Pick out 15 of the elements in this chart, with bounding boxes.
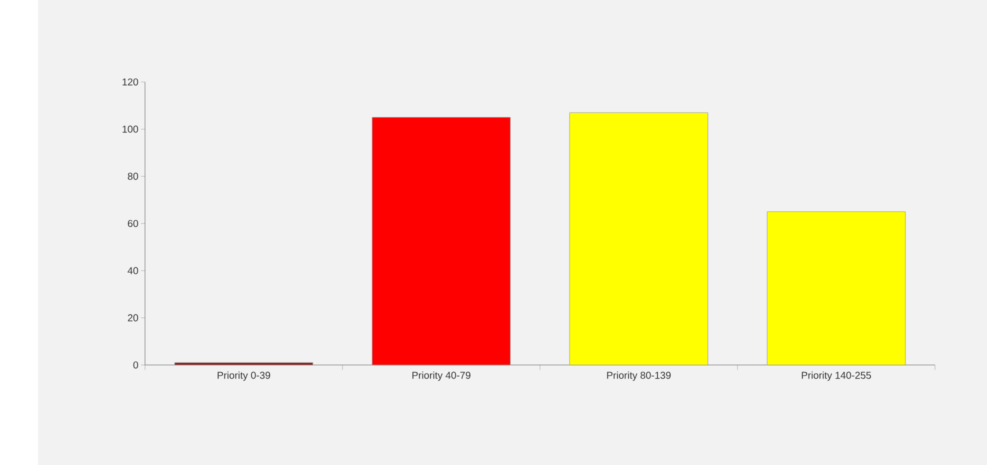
x-tick-label: Priority 140-255 [802, 372, 871, 381]
bar [372, 117, 511, 366]
y-tick-label: 60 [128, 220, 138, 228]
y-tick-label: 40 [128, 267, 138, 274]
y-tick-label: 120 [122, 78, 138, 86]
y-tick-label: 0 [133, 361, 138, 369]
bar [174, 362, 314, 366]
y-tick-label: 100 [122, 126, 138, 133]
bar [569, 112, 708, 366]
y-tick-label: 80 [128, 172, 138, 180]
x-tick-label: Priority 0-39 [218, 372, 270, 381]
y-tick-label: 20 [128, 314, 138, 322]
x-tick-label: Priority 40-79 [412, 372, 470, 381]
x-tick-label: Priority 80-139 [607, 372, 671, 381]
bar [766, 211, 906, 366]
